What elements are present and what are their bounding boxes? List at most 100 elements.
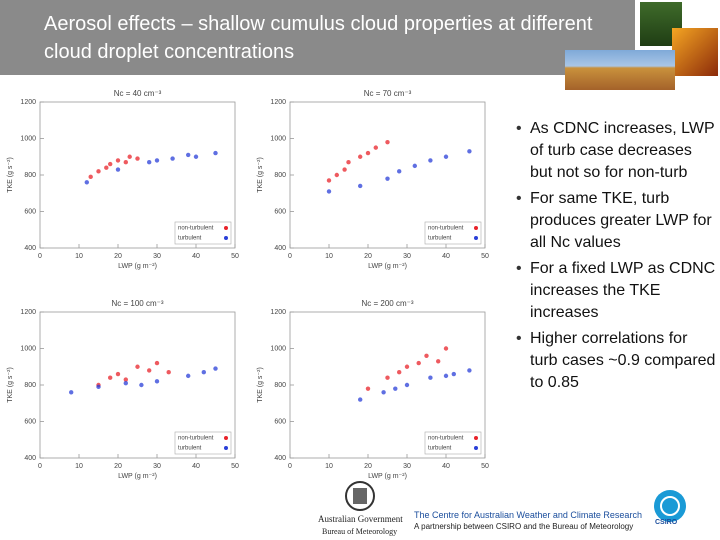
x-tick-label: 20	[364, 253, 372, 260]
data-point	[342, 167, 347, 172]
x-tick-label: 20	[114, 463, 122, 470]
plot-title: Nc = 200 cm⁻³	[361, 299, 413, 308]
y-tick-label: 600	[24, 208, 36, 215]
y-axis-label: TKE (g s⁻²)	[257, 157, 264, 193]
x-tick-label: 10	[325, 253, 333, 260]
data-point	[424, 353, 429, 358]
x-tick-label: 50	[231, 253, 239, 260]
y-tick-label: 1200	[20, 309, 36, 316]
y-tick-label: 400	[274, 245, 286, 252]
data-point	[365, 150, 371, 156]
data-point	[108, 375, 113, 380]
data-point	[147, 368, 152, 373]
plot-title: Nc = 100 cm⁻³	[111, 299, 163, 308]
data-point	[123, 377, 128, 382]
data-point	[201, 370, 206, 375]
data-point	[139, 382, 144, 388]
y-tick-label: 800	[274, 172, 286, 179]
data-point	[404, 382, 410, 388]
data-point	[104, 165, 109, 170]
data-point	[381, 390, 386, 395]
csiro-text: CSIRO	[655, 519, 678, 526]
x-tick-label: 10	[325, 463, 333, 470]
gov-crest	[345, 481, 375, 511]
x-tick-label: 0	[38, 253, 42, 260]
x-axis-label: LWP (g m⁻²)	[368, 263, 407, 270]
data-point	[385, 375, 390, 380]
y-tick-label: 1000	[270, 345, 286, 352]
legend-label: non-turbulent	[178, 436, 214, 442]
data-point	[326, 189, 332, 194]
y-axis-label: TKE (g s⁻²)	[7, 157, 14, 193]
y-tick-label: 600	[24, 418, 36, 425]
scatter-plot: Nc = 200 cm⁻³ 0 10 20 30 40 50 400 600 800 1000 120…	[257, 299, 489, 480]
x-tick-label: 10	[75, 463, 83, 470]
gov-text: Australian Government	[318, 514, 403, 524]
y-tick-label: 800	[24, 172, 36, 179]
data-point	[84, 180, 90, 185]
plot-title: Nc = 70 cm⁻³	[364, 89, 412, 98]
legend-swatch	[224, 226, 228, 230]
data-point	[358, 397, 363, 402]
x-tick-label: 40	[192, 253, 200, 260]
x-tick-label: 40	[442, 463, 450, 470]
x-tick-label: 30	[153, 463, 161, 470]
data-point	[443, 154, 449, 159]
data-point	[115, 371, 121, 377]
y-tick-label: 1200	[270, 99, 286, 106]
data-point	[428, 375, 433, 380]
data-point	[108, 161, 113, 167]
legend-swatch	[474, 436, 478, 440]
data-point	[412, 163, 417, 169]
x-tick-label: 0	[38, 463, 42, 470]
x-axis-label: LWP (g m⁻²)	[368, 473, 407, 480]
y-tick-label: 400	[24, 455, 36, 462]
legend-label: turbulent	[178, 446, 202, 452]
data-point	[127, 154, 132, 159]
legend-swatch	[474, 226, 478, 230]
legend-swatch	[224, 446, 228, 450]
legend-label: non-turbulent	[178, 226, 214, 232]
x-tick-label: 40	[192, 463, 200, 470]
data-point	[393, 386, 398, 391]
y-tick-label: 400	[274, 455, 286, 462]
data-point	[404, 364, 410, 369]
data-point	[123, 160, 128, 165]
data-point	[135, 156, 140, 161]
data-point	[166, 370, 171, 375]
data-point	[154, 158, 160, 163]
data-point	[397, 169, 402, 174]
legend-box	[174, 221, 232, 245]
legend-swatch	[224, 436, 228, 440]
data-point	[451, 371, 456, 377]
plot-title: Nc = 40 cm⁻³	[114, 89, 162, 98]
x-tick-label: 40	[442, 253, 450, 260]
scatter-plot: Nc = 100 cm⁻³ 0 10 20 30 40 50 400 600 800 1000 120…	[7, 299, 239, 480]
legend-label: non-turbulent	[428, 226, 464, 232]
slide-title: Aerosol effects – shallow cumulus cloud …	[44, 13, 593, 63]
legend-swatch	[474, 236, 478, 240]
data-point	[135, 364, 140, 369]
y-tick-label: 400	[24, 245, 36, 252]
data-point	[443, 346, 449, 351]
data-point	[147, 160, 152, 165]
x-tick-label: 30	[403, 463, 411, 470]
data-point	[154, 379, 160, 384]
photo-field	[565, 50, 675, 90]
bullet: As CDNC increases, LWP of turb case decr…	[512, 118, 717, 184]
partnership-text: A partnership between CSIRO and the Bure…	[414, 522, 634, 531]
data-point	[115, 167, 121, 172]
y-tick-label: 600	[274, 418, 286, 425]
centre-text: The Centre for Australian Weather and Cl…	[414, 510, 642, 520]
data-point	[193, 154, 199, 159]
bullet: For same TKE, turb produces greater LWP …	[512, 188, 717, 254]
csiro-logo	[654, 490, 686, 522]
legend-box	[424, 431, 482, 455]
x-tick-label: 30	[403, 253, 411, 260]
x-tick-label: 20	[114, 253, 122, 260]
legend-label: turbulent	[428, 446, 452, 452]
photo-fire	[672, 28, 718, 76]
bullet-list: As CDNC increases, LWP of turb case decr…	[512, 118, 717, 398]
data-point	[170, 156, 175, 161]
